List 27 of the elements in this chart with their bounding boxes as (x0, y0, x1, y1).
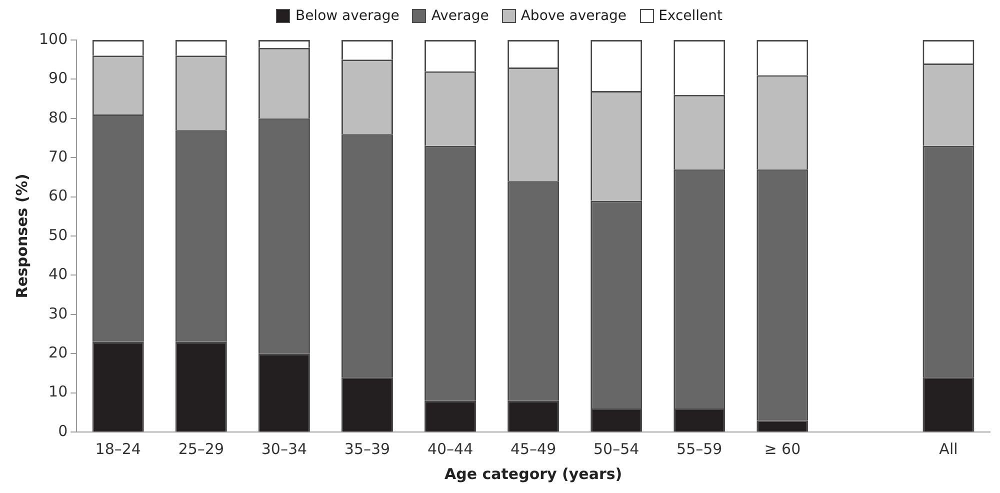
x-tick-label: ≥ 60 (764, 440, 801, 458)
y-tick-label: 30 (48, 304, 68, 322)
x-tick-label: 40–44 (427, 440, 474, 458)
x-axis-title: Age category (years) (444, 464, 622, 483)
x-tick-label: 35–39 (344, 440, 390, 458)
x-tick-label: 25–29 (178, 440, 224, 458)
x-tick-label: 18–24 (95, 440, 141, 458)
y-tick-label: 20 (48, 343, 68, 362)
y-tick-label: 80 (48, 108, 68, 126)
legend-label: Below average (295, 8, 400, 24)
y-tick-label: 90 (48, 69, 68, 88)
y-tick-label: 50 (48, 226, 68, 244)
y-tick-label: 60 (48, 186, 68, 205)
y-tick-label: 70 (48, 147, 68, 166)
legend-label: Average (431, 8, 489, 24)
y-tick-label: 40 (48, 265, 68, 284)
x-tick-label: 55–59 (676, 440, 722, 458)
x-tick-label: 45–49 (510, 440, 556, 458)
y-tick-label: 10 (48, 382, 68, 401)
x-tick-label: 30–34 (261, 440, 308, 458)
legend-label: Excellent (658, 8, 723, 24)
y-axis-title: Responses (%) (12, 174, 31, 298)
x-tick-label: 50–54 (594, 440, 640, 458)
x-tick-label: All (939, 440, 958, 458)
legend-label: Above average (520, 8, 627, 24)
y-tick-label: 100 (38, 30, 68, 48)
y-tick-label: 0 (58, 422, 68, 440)
